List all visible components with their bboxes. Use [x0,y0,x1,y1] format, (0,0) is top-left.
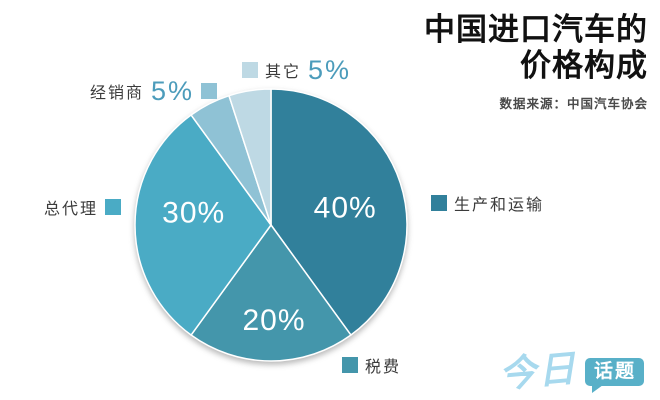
legend-item-shengchan: 生产和运输 [431,188,544,218]
legend-item-shuifei: 税费 [342,350,401,380]
logo-badge: 话题 [584,357,644,393]
legend-item-qita: 其它 5% [242,55,351,85]
pie-slice-0 [270,88,408,336]
legend-value-qita: 5% [308,54,352,85]
legend-item-jingxiaoshang: 经销商 5% [90,75,218,106]
legend-label-shengchan: 生产和运输 [454,197,545,214]
logo-badge-text: 话题 [593,360,636,382]
legend-value-jingxiaoshang: 5% [151,75,195,106]
pie-slice-2 [134,114,272,336]
pie-slice-value-label-2: 30% [162,197,225,230]
legend-label-qita: 其它 [265,64,302,81]
speech-bubble-tail-icon [591,384,603,393]
legend-label-zongdaili: 总代理 [44,201,99,218]
title-block: 中国进口汽车的 价格构成 数据来源：中国汽车协会 [424,12,648,112]
legend-swatch-qita [242,62,258,78]
legend-swatch-zongdaili [105,199,122,215]
pie-slice-value-label-0: 40% [314,191,377,224]
legend-item-zongdaili: 总代理 [44,192,122,222]
pie-slice-value-label-1: 20% [242,304,305,337]
logo-jinri-huati: 今日 话题 [497,348,644,395]
legend-swatch-jingxiaoshang [201,83,218,99]
legend-label-jingxiaoshang: 经销商 [90,85,145,102]
legend-swatch-shuifei [342,357,358,373]
page-title: 中国进口汽车的 价格构成 [424,12,648,84]
title-line-2: 价格构成 [520,48,648,83]
legend-swatch-shengchan [431,195,447,211]
pie-slice-1 [190,224,352,362]
title-line-1: 中国进口汽车的 [424,12,648,47]
legend-label-shuifei: 税费 [365,359,402,376]
data-source: 数据来源：中国汽车协会 [499,97,648,111]
pie-slice-4 [228,88,272,226]
logo-script-text: 今日 [497,347,579,396]
